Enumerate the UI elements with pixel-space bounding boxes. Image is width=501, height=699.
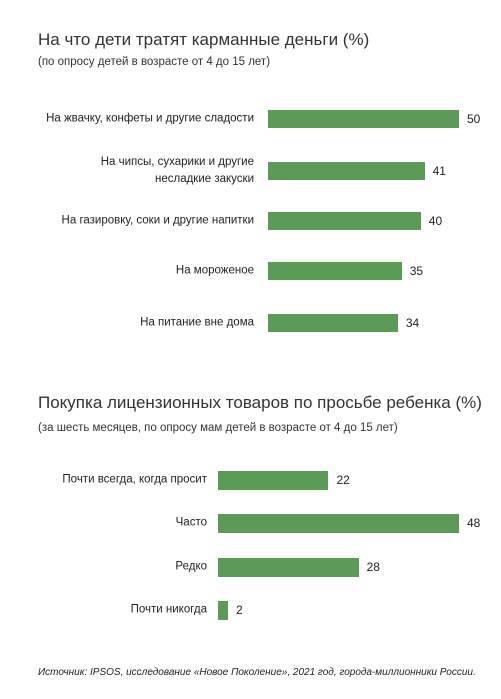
category-label: На чипсы, сухарики и другие несладкие за…	[100, 156, 254, 185]
category-label: Почти всегда, когда просит	[62, 473, 207, 486]
value-label: 28	[366, 560, 380, 574]
source: Источник: IPSOS, исследование «Новое Пок…	[38, 667, 476, 678]
chart-title: На что дети тратят карманные деньги (%)	[38, 30, 370, 49]
bar	[218, 557, 359, 577]
bar	[268, 162, 425, 180]
value-label: 40	[428, 214, 443, 228]
value-label: 50	[467, 112, 481, 126]
value-label: 22	[336, 473, 350, 487]
category-label: Часто	[175, 516, 207, 529]
category-label: Редко	[175, 560, 207, 573]
category-label: На питание вне дома	[140, 316, 254, 329]
bar	[218, 513, 459, 533]
bar	[268, 212, 421, 230]
bar	[268, 314, 398, 332]
category-label: На жвачку, конфеты и другие сладости	[46, 112, 254, 125]
category-label: На мороженое	[175, 264, 254, 277]
bar	[218, 600, 229, 620]
value-label: 34	[405, 316, 420, 330]
value-label: 2	[236, 603, 243, 617]
value-label: 35	[409, 264, 424, 278]
bar	[218, 470, 329, 490]
bar	[268, 262, 402, 280]
bar	[268, 110, 459, 128]
chart-title: Покупка лицензионных товаров по просьбе …	[38, 393, 482, 412]
category-label: Почти никогда	[130, 603, 207, 616]
chart-subtitle: (за шесть месяцев, по опросу мам детей в…	[38, 422, 398, 434]
value-label: 41	[432, 164, 446, 178]
value-label: 48	[467, 516, 481, 530]
category-label: На газировку, соки и другие напитки	[61, 214, 254, 227]
chart-subtitle: (по опросу детей в возрасте от 4 до 15 л…	[38, 56, 271, 68]
